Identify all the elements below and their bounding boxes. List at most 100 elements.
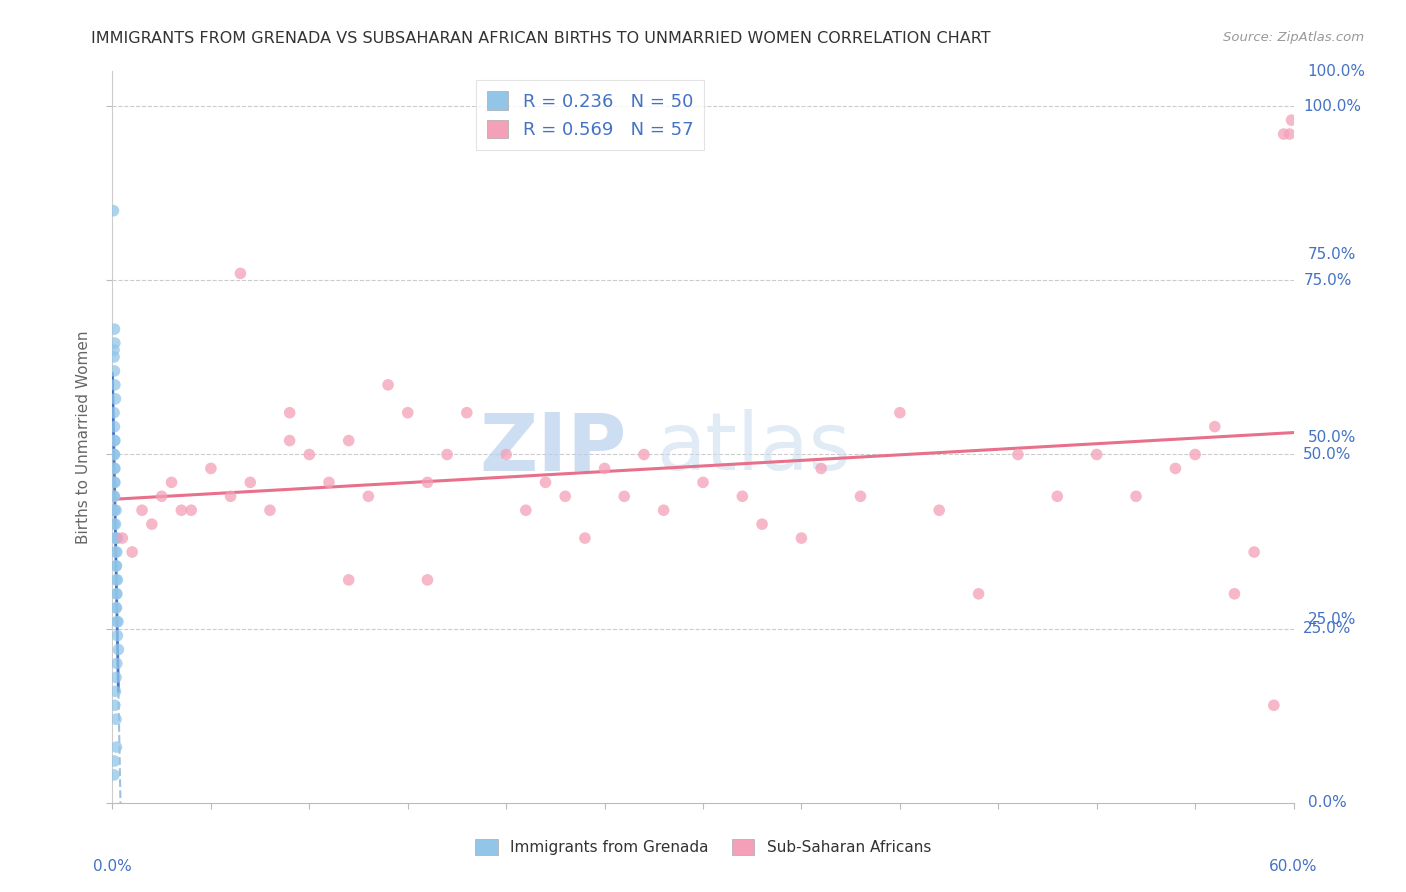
Point — [105, 545, 128, 559]
Point — [1184, 448, 1206, 462]
Point — [103, 503, 125, 517]
Point — [495, 448, 517, 462]
Point — [104, 336, 127, 351]
Point — [107, 629, 129, 643]
Point — [103, 434, 125, 448]
Point — [103, 448, 125, 462]
Point — [928, 503, 950, 517]
Point — [104, 517, 127, 532]
Point — [141, 517, 163, 532]
Point — [170, 503, 193, 517]
Text: 50.0%: 50.0% — [1303, 447, 1351, 462]
Point — [967, 587, 990, 601]
Point — [1243, 545, 1265, 559]
Point — [416, 573, 439, 587]
Point — [229, 266, 252, 280]
Point — [103, 461, 125, 475]
Point — [810, 461, 832, 475]
Point — [105, 558, 128, 573]
Point — [1223, 587, 1246, 601]
Y-axis label: Births to Unmarried Women: Births to Unmarried Women — [76, 330, 91, 544]
Point — [103, 448, 125, 462]
Point — [104, 392, 127, 406]
Text: Source: ZipAtlas.com: Source: ZipAtlas.com — [1223, 31, 1364, 45]
Point — [1263, 698, 1285, 713]
Point — [104, 531, 127, 545]
Point — [1125, 489, 1147, 503]
Point — [105, 531, 128, 545]
Point — [1007, 448, 1029, 462]
Text: 75.0%: 75.0% — [1308, 247, 1355, 261]
Point — [103, 475, 125, 490]
Point — [105, 600, 128, 615]
Point — [613, 489, 636, 503]
Point — [104, 475, 127, 490]
Point — [259, 503, 281, 517]
Point — [103, 489, 125, 503]
Point — [318, 475, 340, 490]
Point — [396, 406, 419, 420]
Point — [377, 377, 399, 392]
Point — [103, 419, 125, 434]
Point — [219, 489, 242, 503]
Point — [104, 377, 127, 392]
Point — [104, 684, 127, 698]
Point — [436, 448, 458, 462]
Point — [1204, 419, 1226, 434]
Point — [337, 573, 360, 587]
Text: IMMIGRANTS FROM GRENADA VS SUBSAHARAN AFRICAN BIRTHS TO UNMARRIED WOMEN CORRELAT: IMMIGRANTS FROM GRENADA VS SUBSAHARAN AF… — [91, 31, 991, 46]
Point — [633, 448, 655, 462]
Legend: Immigrants from Grenada, Sub-Saharan Africans: Immigrants from Grenada, Sub-Saharan Afr… — [468, 833, 938, 861]
Point — [1278, 127, 1301, 141]
Text: 60.0%: 60.0% — [1270, 858, 1317, 873]
Point — [105, 615, 128, 629]
Point — [103, 489, 125, 503]
Point — [103, 517, 125, 532]
Text: 0.0%: 0.0% — [93, 858, 132, 873]
Point — [121, 545, 143, 559]
Point — [574, 531, 596, 545]
Point — [105, 503, 128, 517]
Point — [534, 475, 557, 490]
Point — [107, 642, 129, 657]
Point — [131, 503, 153, 517]
Point — [278, 406, 301, 420]
Point — [105, 587, 128, 601]
Point — [103, 203, 125, 218]
Point — [1272, 127, 1295, 141]
Point — [103, 768, 125, 782]
Point — [105, 558, 128, 573]
Point — [160, 475, 183, 490]
Point — [239, 475, 262, 490]
Point — [200, 461, 222, 475]
Text: 25.0%: 25.0% — [1303, 621, 1351, 636]
Point — [104, 698, 127, 713]
Point — [790, 531, 813, 545]
Point — [1046, 489, 1069, 503]
Point — [849, 489, 872, 503]
Point — [150, 489, 173, 503]
Point — [652, 503, 675, 517]
Text: 50.0%: 50.0% — [1308, 430, 1355, 444]
Point — [889, 406, 911, 420]
Point — [692, 475, 714, 490]
Point — [103, 754, 125, 768]
Point — [103, 503, 125, 517]
Point — [103, 322, 125, 336]
Point — [107, 531, 129, 545]
Point — [103, 343, 125, 357]
Point — [104, 461, 127, 475]
Point — [515, 503, 537, 517]
Point — [337, 434, 360, 448]
Point — [111, 531, 134, 545]
Point — [105, 657, 128, 671]
Text: 100.0%: 100.0% — [1308, 64, 1365, 78]
Point — [105, 587, 128, 601]
Point — [107, 615, 129, 629]
Text: ZIP: ZIP — [479, 409, 626, 487]
Point — [105, 573, 128, 587]
Point — [751, 517, 773, 532]
Point — [1085, 448, 1108, 462]
Point — [298, 448, 321, 462]
Point — [105, 740, 128, 755]
